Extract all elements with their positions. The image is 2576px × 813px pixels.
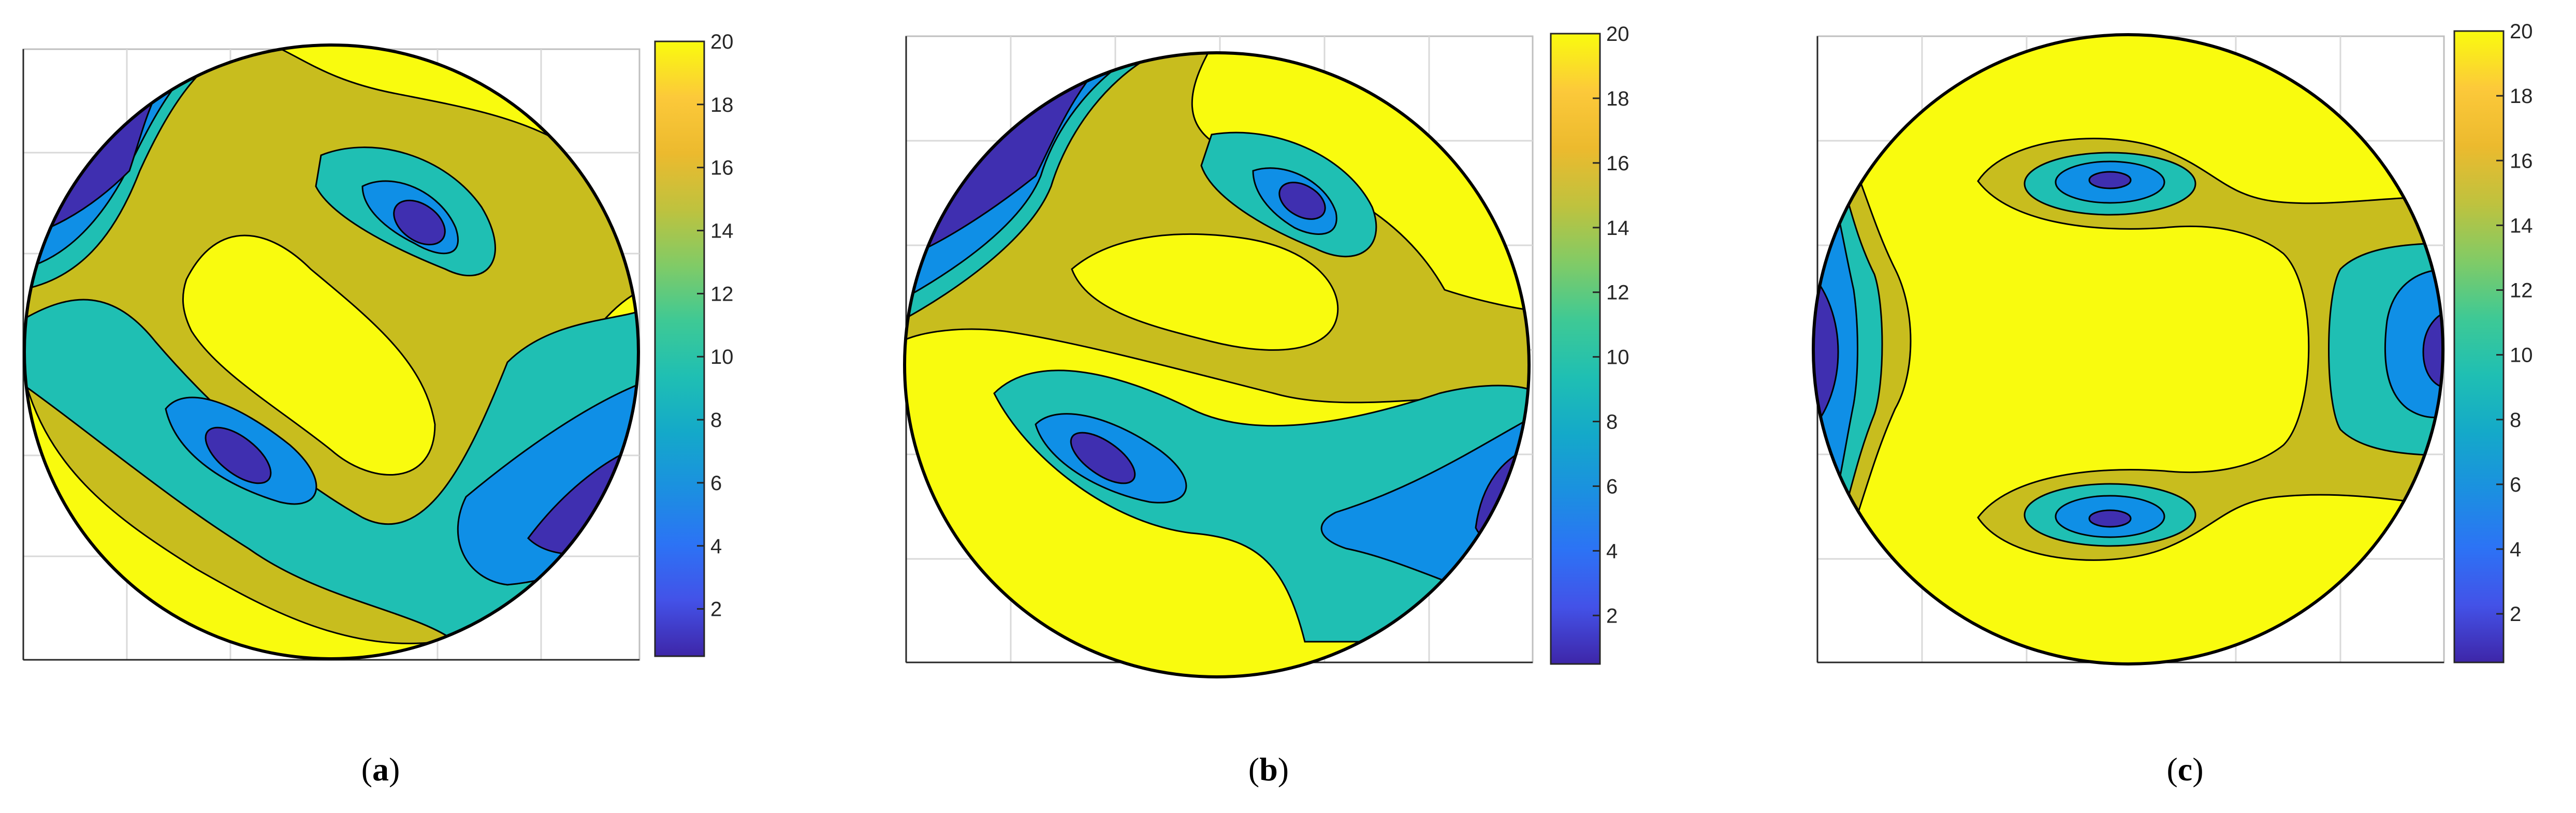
level-2-minimum-lower [2088,509,2132,528]
contour-plot-a: 2 4 6 8 10 12 14 16 18 20 [22,31,734,661]
level-20-island [1071,233,1339,351]
colorbar-a: 2 4 6 8 10 12 14 16 18 20 [654,31,734,657]
colorbar-tick-label: 18 [2510,85,2533,108]
colorbar-b: 2 4 6 8 10 12 14 16 18 20 [1550,23,1629,665]
panel-a: 2 4 6 8 10 12 14 16 18 20 (a) [0,0,858,813]
colorbar-tick-label: 2 [710,598,722,621]
colorbar-tick-label: 14 [1606,217,1629,240]
colorbar-tick-label: 4 [710,535,722,558]
colorbar-tick-label: 14 [2510,214,2533,237]
colorbar-tick-label: 6 [1606,475,1618,498]
contour-fills-c [1813,35,2443,664]
caption-a: (a) [361,751,400,788]
colorbar-tick-label: 18 [1606,87,1629,110]
contour-fills-a [24,45,638,659]
level-20-island [182,234,436,476]
level-2-minimum-upper [393,199,446,246]
colorbar-tick-label: 10 [710,346,734,368]
caption-b: (b) [1248,751,1289,788]
level-2-minimum-lower [205,426,272,484]
colorbar-tick-label: 10 [2510,344,2533,367]
colorbar-tick-label: 20 [2510,20,2533,43]
caption-c: (c) [2166,751,2204,788]
domain-boundary-c [1812,33,2444,666]
colorbar-tick-label: 12 [1606,282,1629,304]
colorbar-tick-label: 18 [710,94,734,116]
level-2-minimum-upper [1278,182,1326,220]
colorbar-tick-label: 10 [1606,346,1629,369]
colorbar-c: 2 4 6 8 10 12 14 16 18 20 [2453,20,2533,663]
domain-boundary-b [903,51,1531,678]
colorbar-tick-label: 16 [1606,152,1629,175]
colorbar-tick-label: 12 [710,283,734,305]
level-2-minimum-upper [2088,171,2132,189]
panel-b: 2 4 6 8 10 12 14 16 18 20 (b) [880,0,1739,813]
colorbar-tick-label: 4 [2510,538,2521,561]
colorbar-tick-label: 16 [710,157,734,180]
colorbar-tick-label: 8 [2510,409,2521,432]
colorbar-tick-label: 8 [1606,411,1618,434]
level-20-fill [1813,35,2443,664]
colorbar-tick-label: 8 [710,409,722,432]
colorbar-tick-label: 14 [710,220,734,243]
contour-plot-b: 2 4 6 8 10 12 14 16 18 20 [903,23,1629,678]
panel-c: 2 4 6 8 10 12 14 16 18 20 (c) [1760,0,2576,813]
colorbar-tick-label: 6 [710,472,722,495]
contour-fills-b [905,53,1529,677]
colorbar-tick-label: 20 [1606,23,1629,46]
level-2-minimum-lower [1070,432,1136,484]
colorbar-tick-label: 2 [2510,603,2521,626]
colorbar-tick-label: 4 [1606,540,1618,563]
colorbar-tick-label: 2 [1606,604,1618,627]
domain-boundary-a [23,43,640,660]
colorbar-tick-label: 16 [2510,150,2533,172]
colorbar-tick-label: 6 [2510,474,2521,496]
level-15-band-right [1977,138,2443,561]
colorbar-tick-label: 12 [2510,279,2533,302]
contour-plot-c: 2 4 6 8 10 12 14 16 18 20 [1812,20,2533,666]
colorbar-tick-label: 20 [710,31,734,53]
